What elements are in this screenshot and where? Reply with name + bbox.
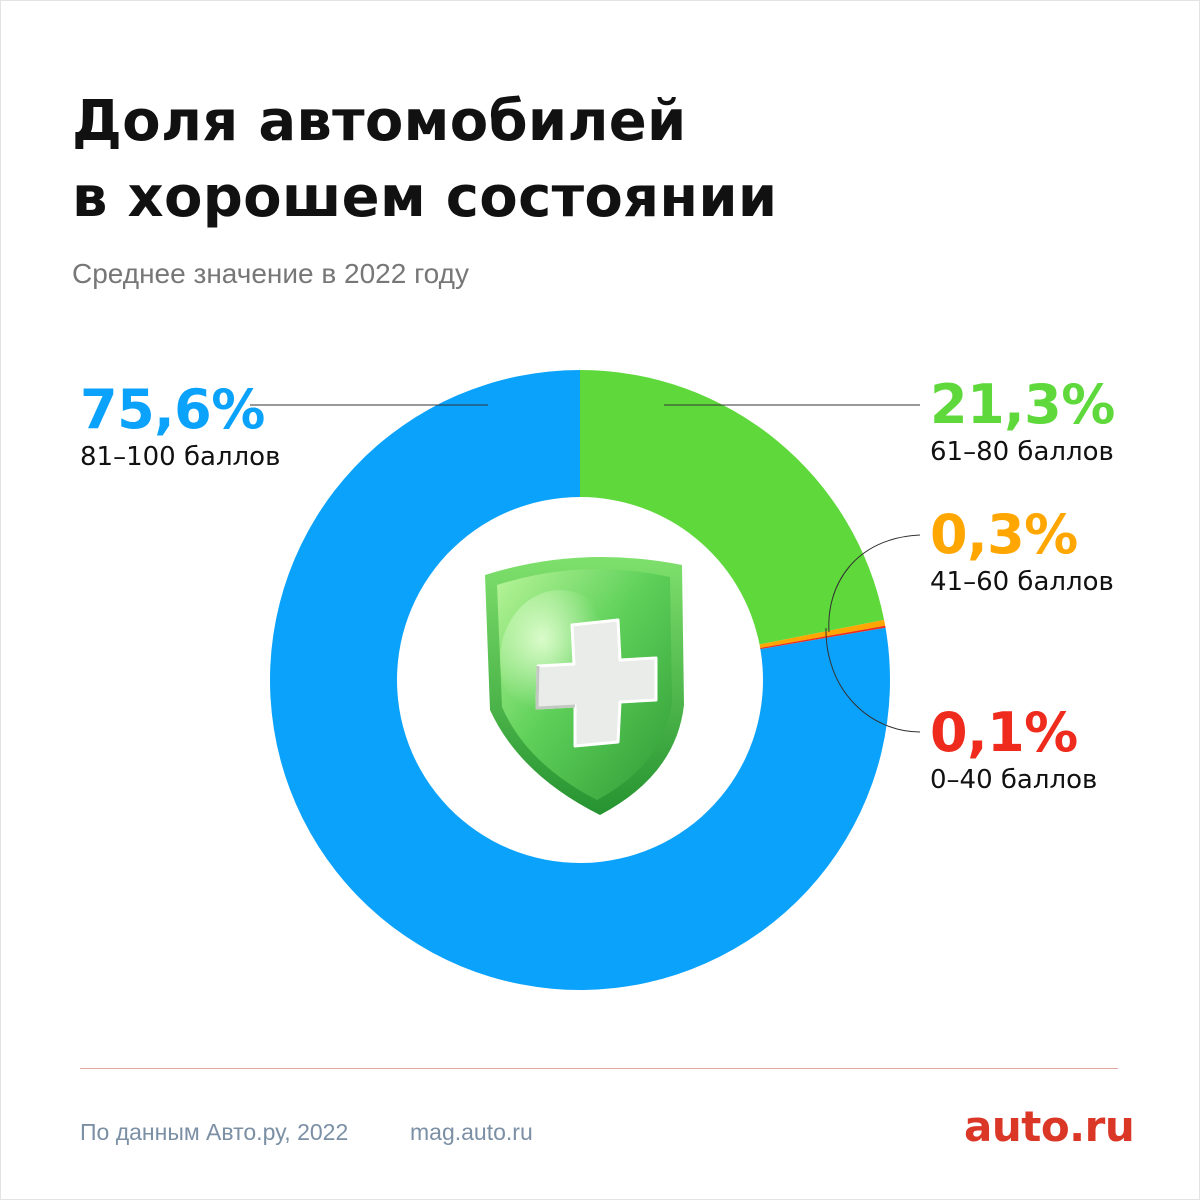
label-61-80: 21,3% 61–80 баллов [930, 375, 1115, 469]
range-61-80: 61–80 баллов [930, 437, 1114, 467]
auto-ru-logo[interactable]: auto.ru [964, 1102, 1135, 1151]
leader-0-40 [825, 627, 921, 733]
shield-plus-icon [485, 557, 684, 815]
label-41-60: 0,3% 41–60 баллов [930, 505, 1114, 599]
percent-61-80: 21,3% [930, 373, 1115, 436]
footer-divider [80, 1068, 1118, 1069]
page-title: Доля автомобилей в хорошем состоянии [72, 84, 972, 236]
title-line-2: в хорошем состоянии [72, 165, 778, 230]
percent-81-100: 75,6% [80, 378, 265, 441]
range-81-100: 81–100 баллов [80, 442, 281, 472]
slice-81-100 [270, 370, 891, 990]
leader-41-60 [828, 534, 921, 633]
source-note: По данным Авто.ру, 2022 [80, 1119, 349, 1145]
slice-41-60 [759, 619, 886, 648]
label-0-40: 0,1% 0–40 баллов [930, 703, 1097, 797]
range-41-60: 41–60 баллов [930, 567, 1114, 597]
site-link[interactable]: mag.auto.ru [410, 1119, 533, 1145]
percent-0-40: 0,1% [930, 701, 1078, 764]
percent-41-60: 0,3% [930, 503, 1078, 566]
page-subtitle: Среднее значение в 2022 году [72, 258, 469, 289]
slice-0-40 [760, 625, 886, 650]
label-81-100: 75,6% 81–100 баллов [80, 380, 280, 474]
range-0-40: 0–40 баллов [930, 765, 1098, 795]
title-line-1: Доля автомобилей [72, 89, 687, 154]
slice-61-80 [580, 370, 885, 645]
